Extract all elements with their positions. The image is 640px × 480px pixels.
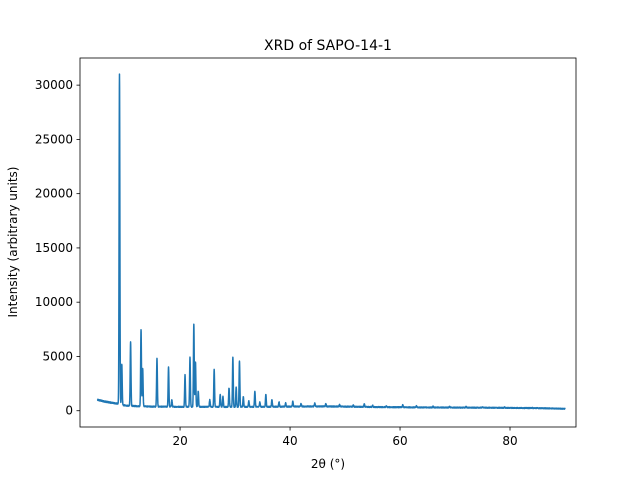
- x-tick-label: 60: [392, 434, 407, 448]
- x-axis-label: 2θ (°): [311, 457, 345, 471]
- y-tick-label: 5000: [42, 349, 73, 363]
- plot-area: [96, 73, 566, 410]
- y-axis-label: Intensity (arbitrary units): [6, 167, 20, 318]
- x-tick-label: 20: [172, 434, 187, 448]
- y-axis: 0 5000 10000 15000 20000 25000 30000: [35, 78, 80, 418]
- x-axis: 20 40 60 80: [172, 427, 518, 448]
- series-line: [96, 73, 566, 410]
- x-tick-label: 80: [502, 434, 517, 448]
- axes-frame: [79, 57, 577, 428]
- y-tick-label: 0: [65, 404, 73, 418]
- y-tick-label: 10000: [35, 295, 73, 309]
- x-tick-label: 40: [282, 434, 297, 448]
- y-tick-label: 25000: [35, 132, 73, 146]
- y-tick-label: 30000: [35, 78, 73, 92]
- y-tick-label: 15000: [35, 241, 73, 255]
- chart-title: XRD of SAPO-14-1: [264, 38, 392, 54]
- y-tick-label: 20000: [35, 187, 73, 201]
